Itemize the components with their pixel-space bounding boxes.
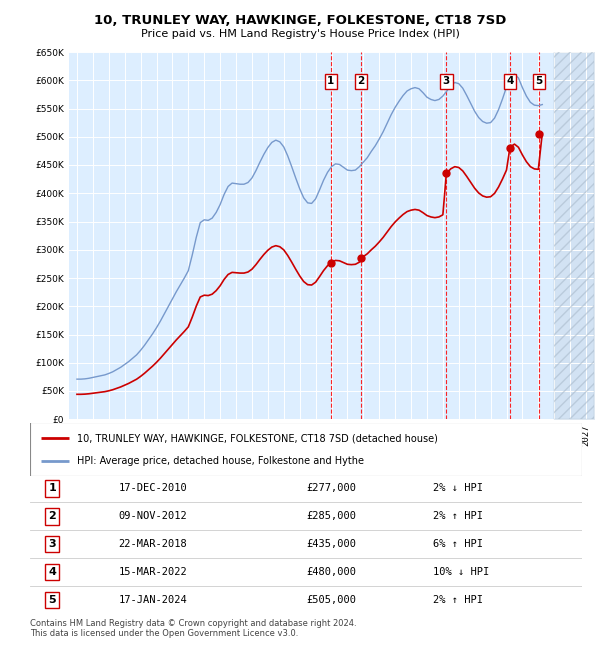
Text: 6% ↑ HPI: 6% ↑ HPI bbox=[433, 540, 483, 549]
Text: 10, TRUNLEY WAY, HAWKINGE, FOLKESTONE, CT18 7SD: 10, TRUNLEY WAY, HAWKINGE, FOLKESTONE, C… bbox=[94, 14, 506, 27]
Text: 3: 3 bbox=[48, 540, 56, 549]
Text: 4: 4 bbox=[506, 77, 514, 86]
Text: 17-JAN-2024: 17-JAN-2024 bbox=[118, 595, 187, 605]
Text: 5: 5 bbox=[535, 77, 543, 86]
Text: 15-MAR-2022: 15-MAR-2022 bbox=[118, 567, 187, 577]
Text: 2% ↑ HPI: 2% ↑ HPI bbox=[433, 512, 483, 521]
Text: 09-NOV-2012: 09-NOV-2012 bbox=[118, 512, 187, 521]
Text: £505,000: £505,000 bbox=[306, 595, 356, 605]
Text: £480,000: £480,000 bbox=[306, 567, 356, 577]
Text: HPI: Average price, detached house, Folkestone and Hythe: HPI: Average price, detached house, Folk… bbox=[77, 456, 364, 466]
Text: 2: 2 bbox=[48, 512, 56, 521]
Text: £277,000: £277,000 bbox=[306, 484, 356, 493]
Text: 10, TRUNLEY WAY, HAWKINGE, FOLKESTONE, CT18 7SD (detached house): 10, TRUNLEY WAY, HAWKINGE, FOLKESTONE, C… bbox=[77, 434, 438, 443]
Text: 1: 1 bbox=[48, 484, 56, 493]
Text: 1: 1 bbox=[327, 77, 334, 86]
Text: 3: 3 bbox=[443, 77, 450, 86]
Text: 17-DEC-2010: 17-DEC-2010 bbox=[118, 484, 187, 493]
Text: 5: 5 bbox=[48, 595, 56, 605]
Text: 4: 4 bbox=[48, 567, 56, 577]
Text: 10% ↓ HPI: 10% ↓ HPI bbox=[433, 567, 489, 577]
Text: Contains HM Land Registry data © Crown copyright and database right 2024.
This d: Contains HM Land Registry data © Crown c… bbox=[30, 619, 356, 638]
Text: 2% ↓ HPI: 2% ↓ HPI bbox=[433, 484, 483, 493]
Text: 2: 2 bbox=[358, 77, 365, 86]
Text: £285,000: £285,000 bbox=[306, 512, 356, 521]
Text: £435,000: £435,000 bbox=[306, 540, 356, 549]
Text: 2% ↑ HPI: 2% ↑ HPI bbox=[433, 595, 483, 605]
Bar bbox=[554, 52, 594, 419]
Text: Price paid vs. HM Land Registry's House Price Index (HPI): Price paid vs. HM Land Registry's House … bbox=[140, 29, 460, 38]
Text: 22-MAR-2018: 22-MAR-2018 bbox=[118, 540, 187, 549]
